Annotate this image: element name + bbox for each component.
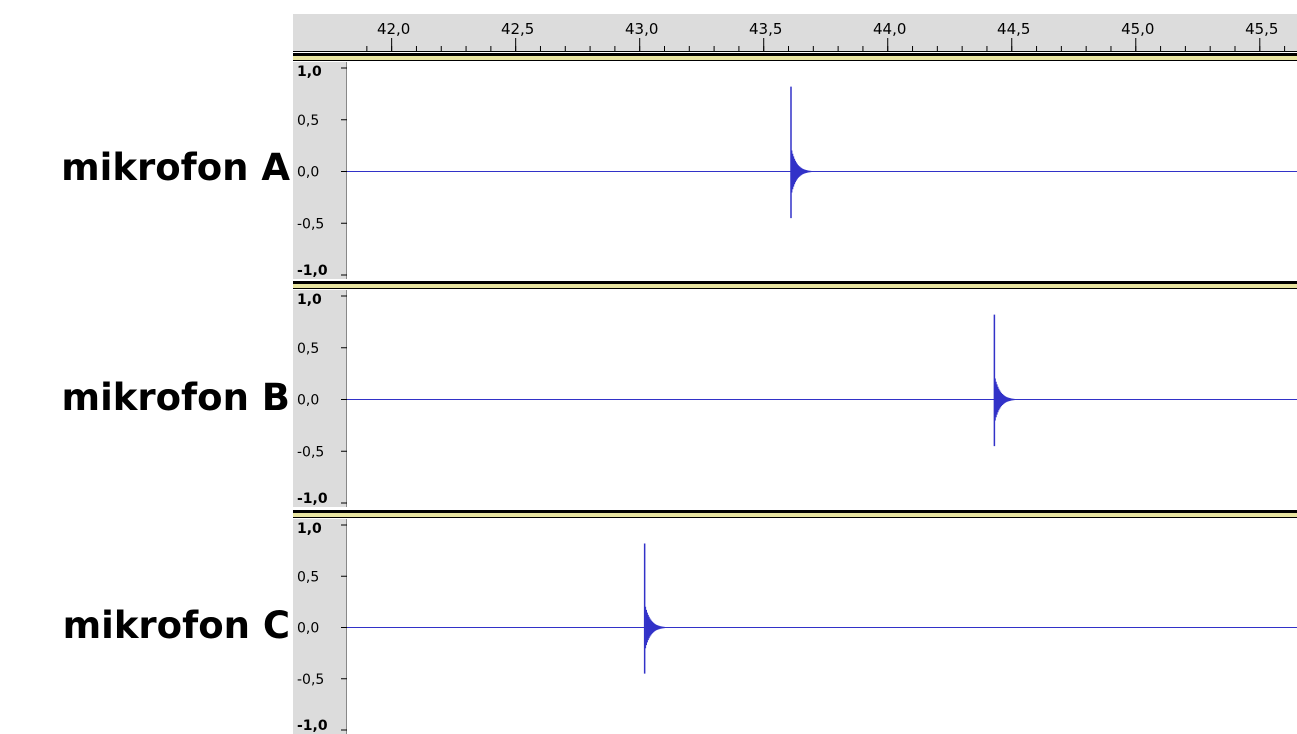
track-label-a: mikrofon A [61, 146, 290, 189]
track-top-bar [293, 56, 1297, 60]
amplitude-tick-label: -1,0 [297, 718, 328, 734]
track-label-c: mikrofon C [62, 604, 290, 647]
amplitude-tick-label: -1,0 [297, 491, 328, 507]
amplitude-tick-label: -0,5 [297, 216, 324, 232]
amplitude-ruler [293, 290, 347, 507]
track-label-b: mikrofon B [61, 376, 290, 419]
track-top-bar [293, 284, 1297, 288]
time-tick-label: 45,5 [1245, 20, 1278, 38]
time-ruler[interactable] [293, 14, 1297, 52]
time-tick-label: 42,0 [377, 20, 410, 38]
track-top-bar [293, 513, 1297, 517]
amplitude-tick-label: -1,0 [297, 263, 328, 279]
track-separator [293, 281, 1297, 284]
amplitude-tick-label: 0,5 [297, 113, 319, 129]
impulse-decay [645, 606, 665, 649]
impulse-decay [994, 378, 1015, 421]
track-separator [293, 53, 1297, 56]
waveform-area[interactable] [347, 290, 1297, 507]
waveform-area[interactable] [347, 62, 1297, 279]
amplitude-ruler [293, 519, 347, 734]
time-tick-label: 42,5 [501, 20, 534, 38]
amplitude-tick-label: 1,0 [297, 64, 322, 80]
waveform-area[interactable] [347, 519, 1297, 734]
amplitude-tick-label: 1,0 [297, 292, 322, 308]
time-tick-label: 44,0 [873, 20, 906, 38]
time-tick-label: 45,0 [1121, 20, 1154, 38]
amplitude-tick-label: 0,0 [297, 621, 319, 637]
amplitude-tick-label: 0,0 [297, 165, 319, 181]
impulse-decay [791, 150, 812, 193]
amplitude-ruler [293, 62, 347, 279]
amplitude-tick-label: 1,0 [297, 521, 322, 537]
track-separator [293, 510, 1297, 513]
amplitude-tick-label: 0,5 [297, 341, 319, 357]
amplitude-tick-label: 0,5 [297, 569, 319, 585]
time-tick-label: 43,5 [749, 20, 782, 38]
amplitude-tick-label: -0,5 [297, 444, 324, 460]
amplitude-tick-label: -0,5 [297, 672, 324, 688]
time-tick-label: 43,0 [625, 20, 658, 38]
time-tick-label: 44,5 [997, 20, 1030, 38]
amplitude-tick-label: 0,0 [297, 393, 319, 409]
